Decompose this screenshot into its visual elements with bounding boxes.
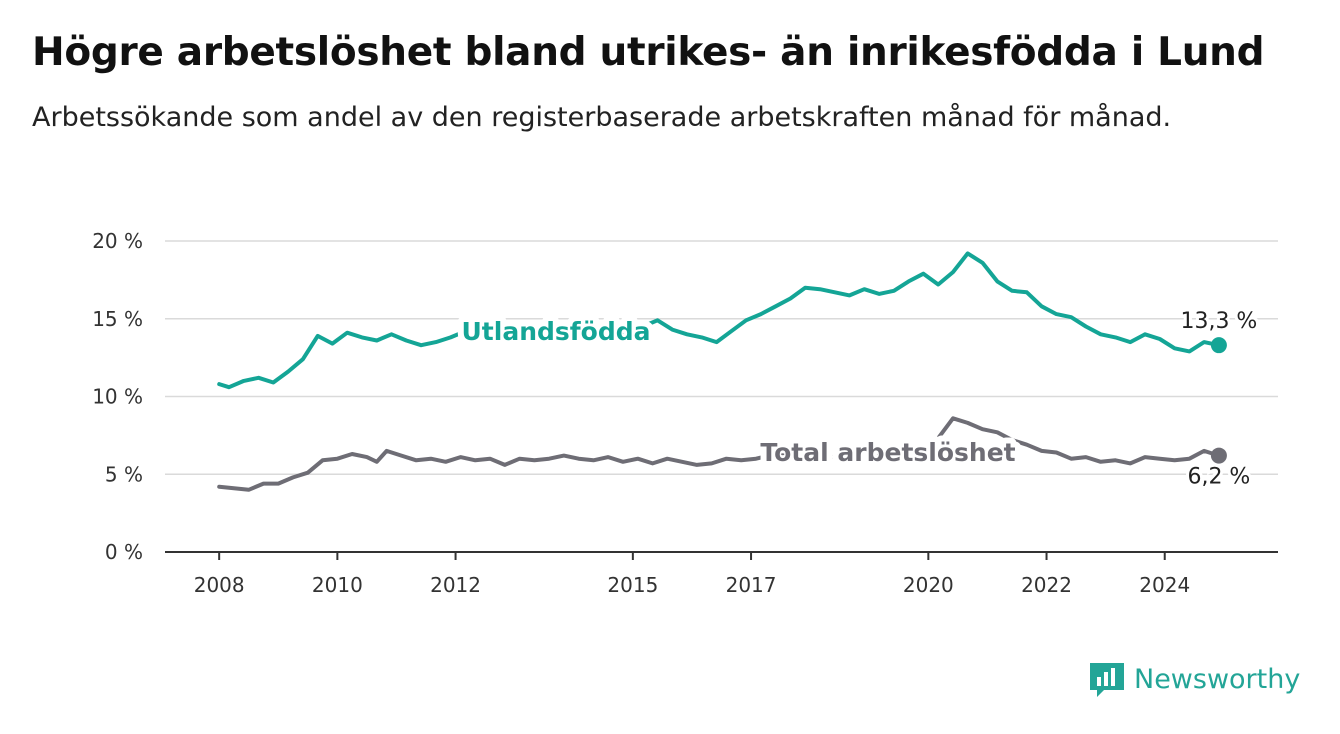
x-tick-label: 2020 <box>903 573 954 597</box>
x-tick-label: 2017 <box>726 573 777 597</box>
series-lines <box>217 251 1227 492</box>
end-value-label: 6,2 % <box>1187 465 1250 490</box>
series-line-utlandsfodda <box>217 251 1221 390</box>
end-point-marker <box>1210 337 1227 354</box>
x-tick-label: 2010 <box>312 573 363 597</box>
y-tick-label: 20 % <box>92 229 143 253</box>
end-value-label: 13,3 % <box>1180 309 1257 334</box>
x-tick-label: 2008 <box>194 573 245 597</box>
series-label-halo: Total arbetslöshet <box>760 438 1015 467</box>
x-tick-label: 2015 <box>607 573 658 597</box>
series-label-halo: Utlandsfödda <box>462 317 651 346</box>
y-tick-label: 5 % <box>105 462 143 486</box>
series-label: Utlandsfödda <box>462 317 651 346</box>
series-label: Total arbetslöshet <box>760 438 1015 467</box>
end-value-label-halo: 13,3 % <box>1180 309 1257 334</box>
chart-subtitle: Arbetssökande som andel av den registerb… <box>32 102 1172 133</box>
axes: 0 % 5 % 10 % 15 % 20 % 2008 2010 2012 2015 2017 20… <box>92 229 1278 597</box>
brand-name: Newsworthy <box>1134 663 1301 695</box>
end-value-label-halo: 6,2 % <box>1187 465 1250 490</box>
chart-title: Högre arbetslöshet bland utrikes- än inr… <box>32 30 1265 75</box>
bar-chart-speech-bubble-icon <box>1090 663 1124 697</box>
newsworthy-logo: Newsworthy <box>1088 660 1300 698</box>
x-tick-label: 2012 <box>430 573 481 597</box>
y-tick-label: 10 % <box>92 385 143 409</box>
x-tick-label: 2024 <box>1139 573 1190 597</box>
y-tick-label: 0 % <box>105 540 143 564</box>
series-line-total <box>217 416 1221 492</box>
x-tick-label: 2022 <box>1021 573 1072 597</box>
end-point-marker <box>1210 447 1227 464</box>
y-tick-label: 15 % <box>92 307 143 331</box>
gridlines <box>165 240 1278 475</box>
